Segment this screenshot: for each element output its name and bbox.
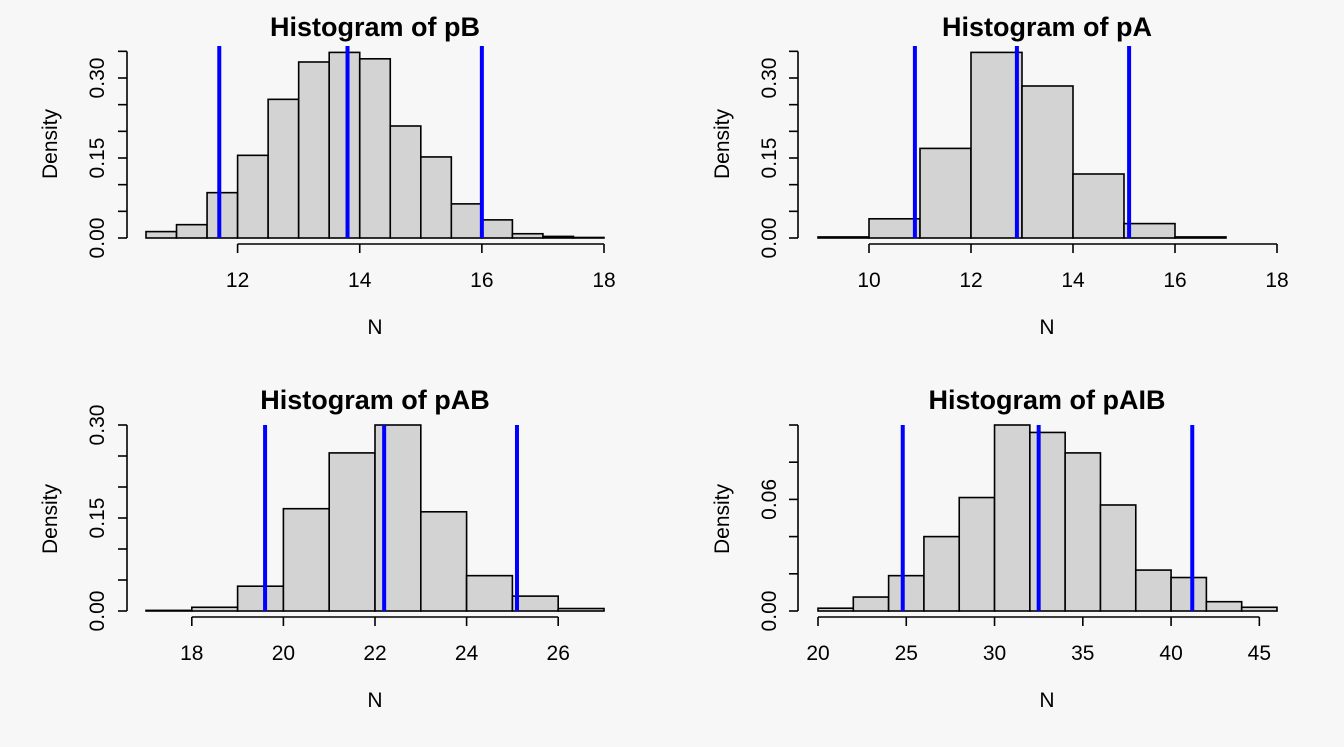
histogram-bar xyxy=(852,596,890,612)
x-tick-label: 26 xyxy=(547,642,570,665)
histogram-bar xyxy=(1021,85,1074,239)
histogram-bar xyxy=(419,156,453,239)
histogram-bar xyxy=(419,510,468,612)
x-tick-label: 25 xyxy=(895,642,918,665)
x-tick-label: 20 xyxy=(272,642,295,665)
histogram-panel-pAB: Histogram of pAB 18 20 22 24 26 0.00 0.15 0.30 N D… xyxy=(39,385,605,712)
x-tick-label: 20 xyxy=(806,642,829,665)
y-tick-label: 0.00 xyxy=(86,591,109,632)
y-axis-label: Density xyxy=(711,483,734,554)
x-tick-label: 16 xyxy=(470,269,493,292)
x-tick-label: 14 xyxy=(1061,269,1085,292)
histogram-bar xyxy=(175,223,208,239)
histogram-bar xyxy=(1134,569,1172,612)
histogram-bar xyxy=(328,51,361,239)
histogram-bar xyxy=(145,230,178,239)
histogram-bar xyxy=(970,51,1023,239)
histogram-bar xyxy=(511,232,544,239)
y-axis-label: Density xyxy=(39,483,62,554)
x-tick-label: 30 xyxy=(983,642,1006,665)
histogram-bar xyxy=(328,452,376,612)
x-tick-label: 40 xyxy=(1159,642,1182,665)
chart-title: Histogram of pAB xyxy=(260,385,490,415)
histogram-bar xyxy=(1072,173,1125,239)
y-axis-label: Density xyxy=(39,108,62,179)
histogram-bar xyxy=(817,236,870,239)
y-tick-label: 0.30 xyxy=(758,58,781,99)
y-tick-label: 0.00 xyxy=(86,218,109,259)
histogram-bar xyxy=(450,203,483,239)
histogram-bar xyxy=(236,585,285,612)
histogram-bar xyxy=(887,574,925,612)
histogram-bar xyxy=(1029,431,1066,612)
histogram-panel-pA: Histogram of pA 10 12 14 16 18 0.00 0.15 0.30 N De… xyxy=(711,12,1289,339)
histogram-bar xyxy=(923,535,961,612)
y-tick-label: 0.15 xyxy=(86,138,109,179)
histogram-bar xyxy=(1064,452,1102,612)
x-axis-label: N xyxy=(367,316,382,339)
histogram-bar xyxy=(389,125,422,239)
histogram-bar xyxy=(465,574,514,612)
histogram-bar xyxy=(358,57,392,239)
chart-title: Histogram of pA xyxy=(942,12,1152,42)
histogram-bar xyxy=(145,609,193,612)
x-tick-label: 24 xyxy=(455,642,479,665)
x-tick-label: 18 xyxy=(1265,269,1288,292)
histogram-panel-pAIB: Histogram of pAIB 20 25 30 35 40 45 0.00 0.06 N De… xyxy=(711,385,1278,712)
histogram-panel-pB: Histogram of pB 12 14 16 18 0.00 0.15 0.30 N Dens… xyxy=(39,12,616,339)
histogram-bar xyxy=(1205,600,1243,612)
x-tick-label: 12 xyxy=(226,269,249,292)
histogram-bar xyxy=(1099,504,1137,612)
histogram-bar xyxy=(993,424,1031,612)
histogram-bar xyxy=(1170,576,1208,612)
histogram-bar xyxy=(557,607,605,612)
x-axis-label: N xyxy=(1039,316,1054,339)
histogram-bar xyxy=(191,606,239,612)
x-tick-label: 16 xyxy=(1163,269,1186,292)
chart-title: Histogram of pAIB xyxy=(928,385,1165,415)
histogram-bar xyxy=(1123,222,1176,239)
y-tick-label: 0.30 xyxy=(86,405,109,446)
y-tick-label: 0.30 xyxy=(86,58,109,99)
histogram-bar xyxy=(868,218,921,239)
histogram-bar xyxy=(206,191,239,239)
histogram-bar xyxy=(282,507,330,612)
histogram-bar xyxy=(511,595,560,612)
histogram-bar xyxy=(958,496,996,612)
chart-title: Histogram of pB xyxy=(270,12,480,42)
y-tick-label: 0.00 xyxy=(758,591,781,632)
x-tick-label: 18 xyxy=(592,269,615,292)
y-axis-label: Density xyxy=(711,108,734,179)
histogram-bar xyxy=(1240,606,1278,612)
y-tick-label: 0.00 xyxy=(758,218,781,259)
histogram-bar xyxy=(572,236,605,239)
x-tick-label: 45 xyxy=(1248,642,1271,665)
y-tick-label: 0.15 xyxy=(758,138,781,179)
x-axis-label: N xyxy=(367,689,382,712)
x-tick-label: 14 xyxy=(348,269,372,292)
histogram-bar xyxy=(374,424,422,612)
histogram-bar xyxy=(481,219,514,239)
histogram-bar xyxy=(542,235,575,239)
x-tick-label: 18 xyxy=(180,642,203,665)
histogram-bar xyxy=(817,607,855,612)
x-tick-label: 35 xyxy=(1071,642,1094,665)
histogram-bar xyxy=(1174,236,1227,239)
y-tick-label: 0.06 xyxy=(758,479,781,520)
x-tick-label: 22 xyxy=(363,642,386,665)
histogram-bar xyxy=(267,98,300,239)
x-tick-label: 12 xyxy=(959,269,982,292)
histogram-bar xyxy=(297,61,330,239)
x-axis-label: N xyxy=(1039,689,1054,712)
y-tick-label: 0.15 xyxy=(86,498,109,539)
histogram-bar xyxy=(236,154,269,239)
x-tick-label: 10 xyxy=(857,269,880,292)
histogram-bar xyxy=(919,147,972,239)
